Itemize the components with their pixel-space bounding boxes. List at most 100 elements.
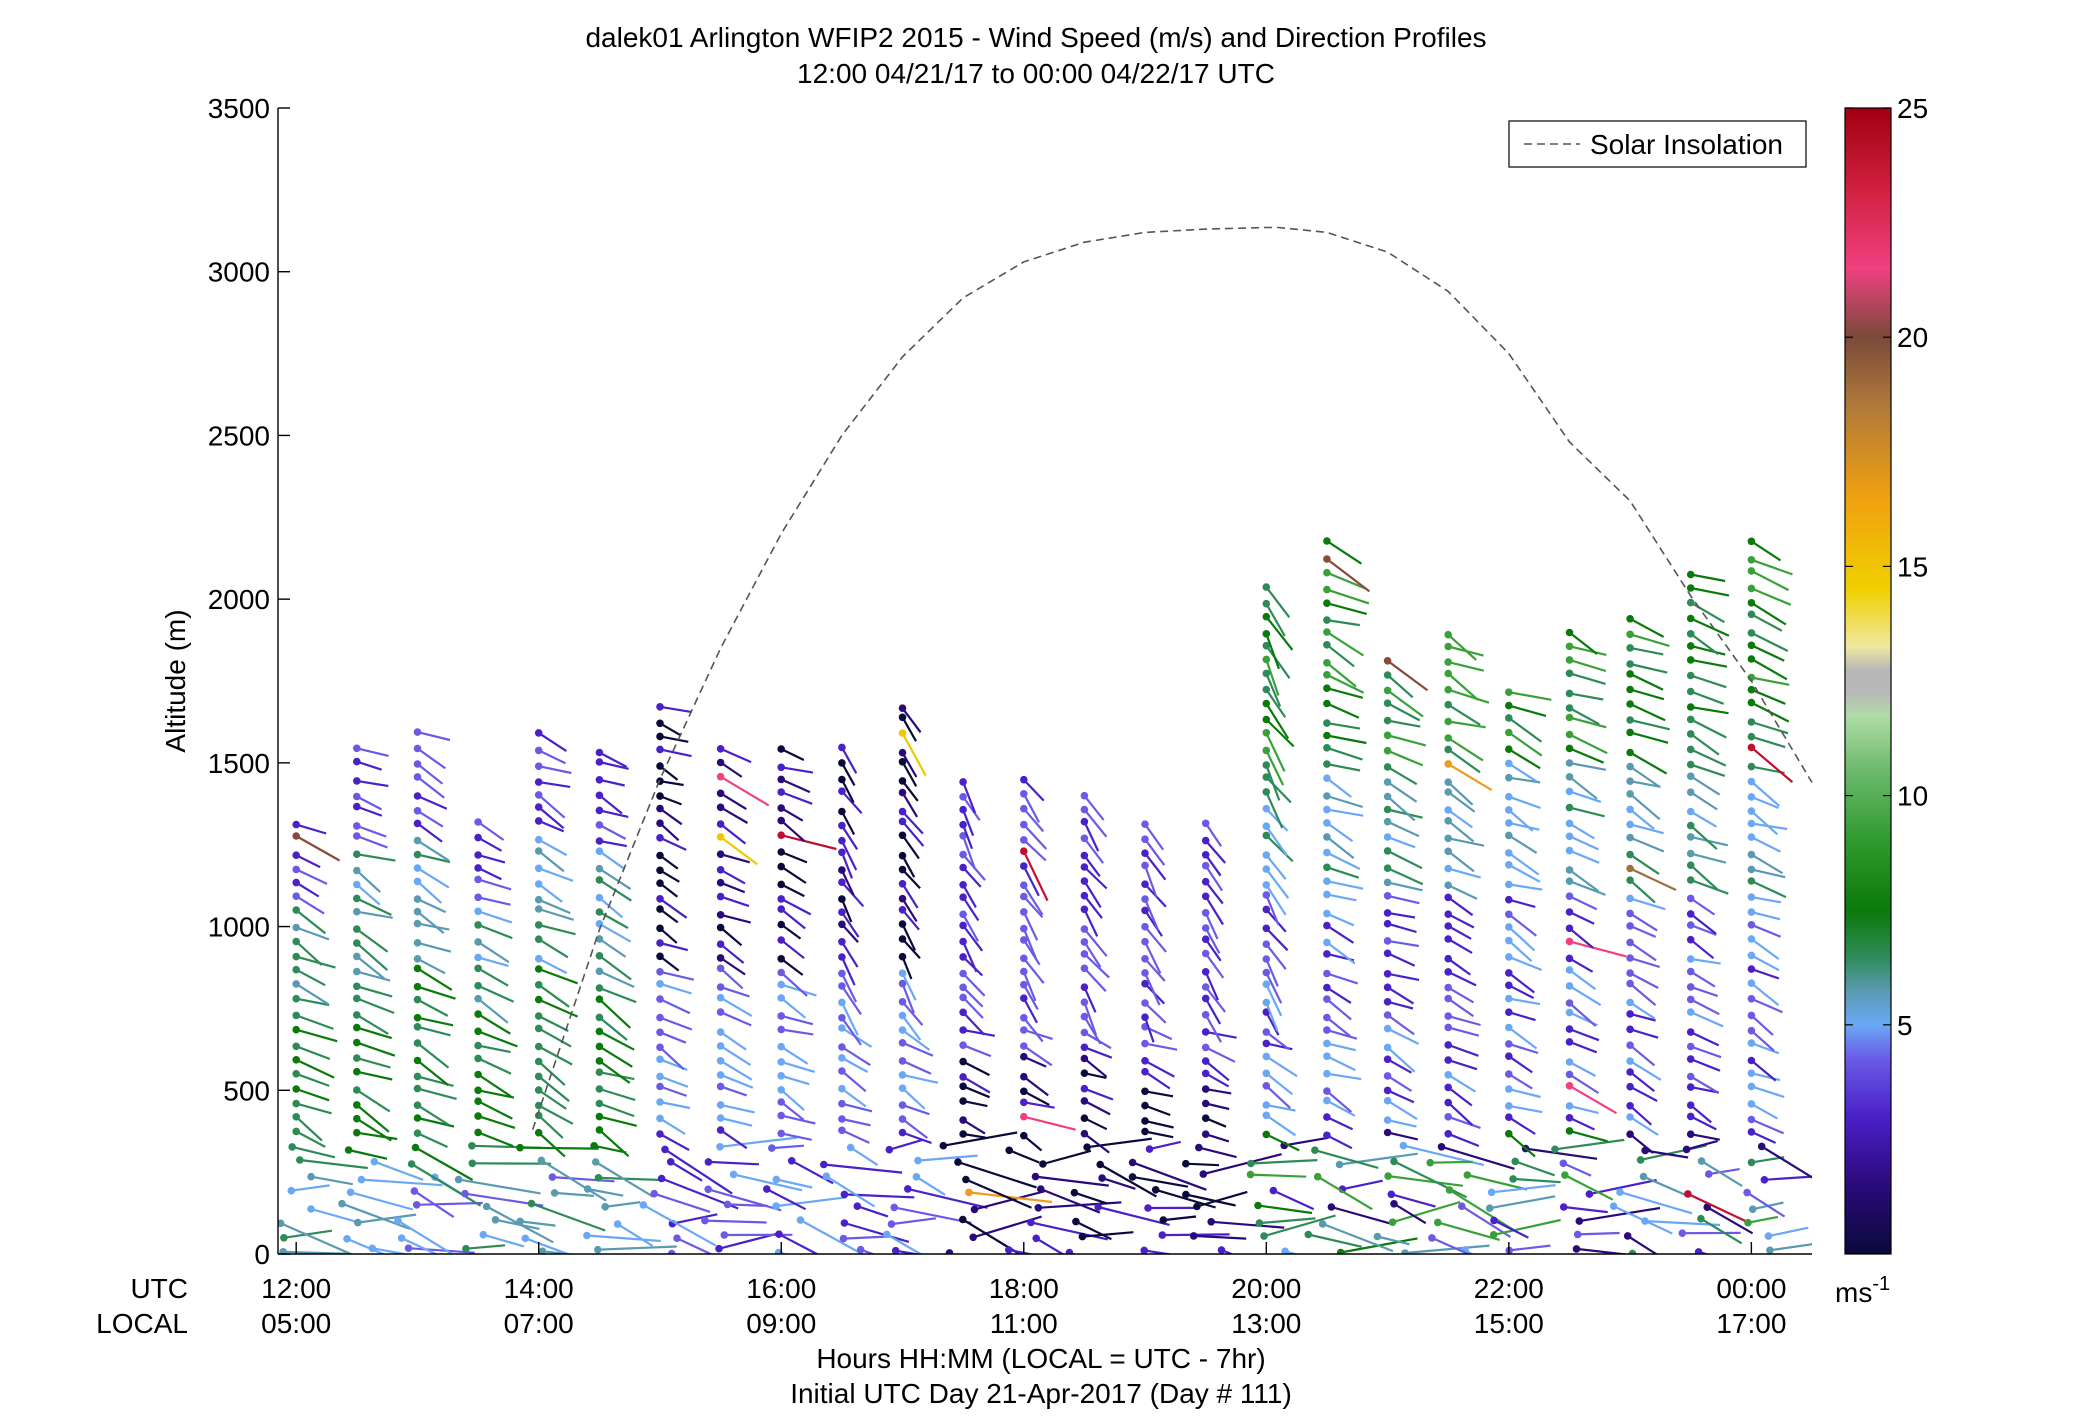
wind-barb-shaft — [1629, 1001, 1656, 1020]
wind-barb-shaft — [1447, 1015, 1481, 1027]
wind-barb-dot — [838, 1067, 846, 1075]
wind-barb-dot — [1565, 982, 1574, 990]
wind-barb-dot — [1626, 998, 1634, 1007]
wind-barb-shaft — [1265, 834, 1294, 863]
wind-barb-dot — [656, 819, 664, 827]
wind-barb-dot — [656, 762, 664, 770]
wind-barb-shaft — [659, 897, 688, 919]
wind-barb-shaft — [1326, 734, 1367, 745]
wind-barb-dot — [1262, 968, 1271, 977]
wind-barb-shaft — [840, 898, 853, 923]
wind-barb-shaft — [901, 1087, 926, 1110]
wind-barb-shaft — [1326, 661, 1357, 688]
wind-barb-dot — [1262, 1069, 1271, 1078]
wind-barb-shaft — [1386, 689, 1424, 718]
wind-barb-dot — [1626, 615, 1634, 623]
wind-barb-dot — [595, 1027, 604, 1036]
wind-barb-dot — [838, 878, 846, 886]
wind-barb-shaft — [477, 866, 502, 881]
wind-barb-dot — [1182, 1190, 1190, 1199]
wind-barb-shaft — [957, 1161, 1037, 1189]
wind-barb-shaft — [780, 971, 808, 997]
wind-barb-dot — [1747, 685, 1756, 694]
wind-barb-shaft — [1750, 1059, 1777, 1082]
wind-barb-shaft — [719, 926, 743, 947]
wind-barb-dot — [1020, 775, 1028, 784]
wind-barb-shaft — [719, 967, 744, 990]
wind-barb-dot — [1262, 1111, 1271, 1120]
wind-barb-dot — [353, 1101, 361, 1109]
wind-barb-shaft — [477, 1013, 511, 1035]
wind-barb-dot — [413, 864, 422, 872]
wind-barb-dot — [1636, 1156, 1645, 1164]
wind-barb-shaft — [477, 878, 512, 891]
wind-barb-shaft — [1144, 909, 1163, 937]
wind-barb-dot — [1373, 1232, 1382, 1241]
wind-barb-shaft — [1447, 703, 1481, 726]
wind-barb-shaft — [1326, 1016, 1351, 1037]
wind-barb-shaft — [356, 910, 393, 919]
wind-barb-shaft — [356, 805, 383, 817]
wind-barb-shaft — [1144, 958, 1166, 982]
wind-barb-dot — [595, 920, 604, 928]
wind-barb-dot — [777, 1042, 785, 1051]
wind-barb-dot — [959, 1215, 967, 1224]
wind-barb-shaft — [841, 790, 863, 815]
wind-barb-dot — [1626, 1130, 1634, 1138]
wind-barb-dot — [720, 1231, 729, 1239]
wind-barb-dot — [1626, 685, 1634, 694]
wind-barb-dot — [1686, 833, 1695, 841]
wind-barb-shaft — [659, 1133, 690, 1151]
wind-barb-shaft — [720, 1073, 754, 1089]
x-tick-label-local: 17:00 — [1716, 1308, 1786, 1339]
wind-barb-dot — [595, 837, 604, 845]
wind-barb-dot — [1262, 851, 1271, 859]
x-tick-label-utc: 14:00 — [504, 1273, 574, 1304]
wind-barb-dot — [1626, 833, 1634, 842]
wind-barb-dot — [959, 881, 967, 889]
wind-barb-shaft — [962, 824, 974, 850]
wind-barb-shaft — [538, 957, 568, 975]
wind-barb-shaft — [1144, 1090, 1174, 1098]
wind-barb-shaft — [1193, 1234, 1247, 1240]
wind-barb-dot — [1743, 1188, 1751, 1197]
wind-barb-shaft — [1387, 835, 1416, 849]
wind-barb-shaft — [1083, 941, 1102, 968]
wind-barb-shaft — [1508, 972, 1535, 994]
wind-barb-shaft — [1008, 1149, 1040, 1164]
wind-barb-shaft — [1690, 810, 1717, 828]
wind-barb-dot — [1684, 1190, 1692, 1198]
wind-barb-dot — [1505, 819, 1513, 827]
wind-barb-dot — [1323, 699, 1331, 708]
wind-barb-shaft — [1143, 865, 1158, 898]
wind-barb-shaft — [417, 1087, 457, 1100]
wind-barb-shaft — [719, 1136, 798, 1148]
wind-barb-dot — [474, 1070, 482, 1079]
wind-barb-shaft — [477, 1030, 518, 1048]
wind-barb-dot — [413, 1129, 422, 1137]
y-tick-label: 500 — [223, 1075, 270, 1106]
wind-barb-shaft — [1314, 1149, 1379, 1169]
wind-barb-dot — [1565, 773, 1574, 781]
wind-barb-shaft — [965, 1178, 1032, 1209]
wind-barb-shaft — [1508, 1042, 1539, 1055]
wind-barb-shaft — [962, 896, 980, 922]
wind-barb-shaft — [1750, 601, 1787, 626]
wind-barb-dot — [595, 821, 604, 829]
wind-barb-dot — [1686, 983, 1695, 991]
wind-barb-dot — [656, 1082, 664, 1091]
wind-barb-shaft — [397, 1219, 455, 1254]
wind-barb-dot — [898, 817, 907, 826]
wind-barb-shaft — [356, 1013, 389, 1035]
wind-barb-dot — [413, 955, 422, 963]
wind-barb-shaft — [1022, 997, 1038, 1024]
wind-barb-dot — [1445, 1186, 1454, 1194]
wind-barb-dot — [1565, 892, 1574, 900]
wind-barb-shaft — [1083, 866, 1108, 890]
wind-barb-dot — [1626, 969, 1634, 977]
wind-barb-dot — [1020, 836, 1028, 844]
wind-barb-dot — [1323, 983, 1331, 992]
wind-barb-dot — [1323, 995, 1331, 1003]
wind-barb-dot — [656, 834, 664, 842]
plot-area — [278, 108, 1812, 1254]
